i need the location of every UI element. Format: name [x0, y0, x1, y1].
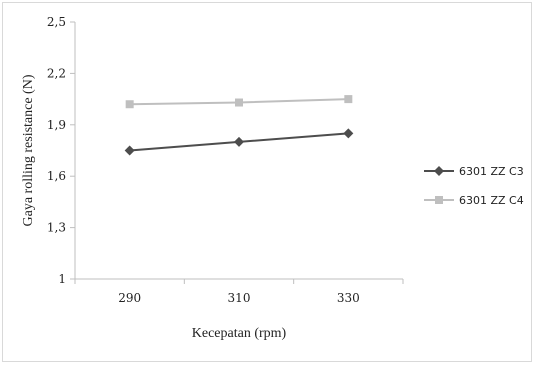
legend-marker [434, 166, 444, 176]
chart-frame [2, 2, 532, 362]
x-ticks: 290 310 330 [74, 279, 404, 305]
axes [74, 22, 403, 280]
y-tick-label: 1,6 [47, 169, 66, 183]
x-tick-label: 330 [337, 291, 360, 305]
x-tick-label: 310 [228, 291, 251, 305]
data-point [343, 128, 354, 139]
legend: 6301 ZZ C3 6301 ZZ C4 [424, 165, 524, 207]
data-point [235, 98, 243, 107]
series [124, 95, 354, 156]
x-axis-title: Kecepatan (rpm) [192, 326, 287, 341]
legend-item: 6301 ZZ C3 [424, 165, 524, 178]
y-ticks: 1 1,3 1,6 1,9 2,2 2,5 [47, 15, 75, 286]
series-1 [124, 128, 354, 156]
x-tick-label: 290 [118, 291, 141, 305]
legend-item: 6301 ZZ C4 [424, 194, 524, 207]
y-tick-label: 1,3 [47, 221, 66, 235]
legend-label: 6301 ZZ C4 [459, 194, 524, 207]
y-tick-label: 1 [58, 272, 66, 286]
data-point [234, 136, 244, 147]
legend-label: 6301 ZZ C3 [459, 165, 524, 178]
legend-marker [435, 196, 443, 204]
y-tick-label: 1,9 [47, 118, 66, 132]
data-point [124, 145, 135, 156]
y-tick-label: 2,5 [47, 15, 66, 29]
y-tick-label: 2,2 [47, 66, 66, 80]
y-axis-title: Gaya rolling resistance (N) [21, 74, 36, 226]
data-point [125, 100, 134, 109]
data-point [344, 95, 353, 104]
series-2 [125, 95, 353, 109]
